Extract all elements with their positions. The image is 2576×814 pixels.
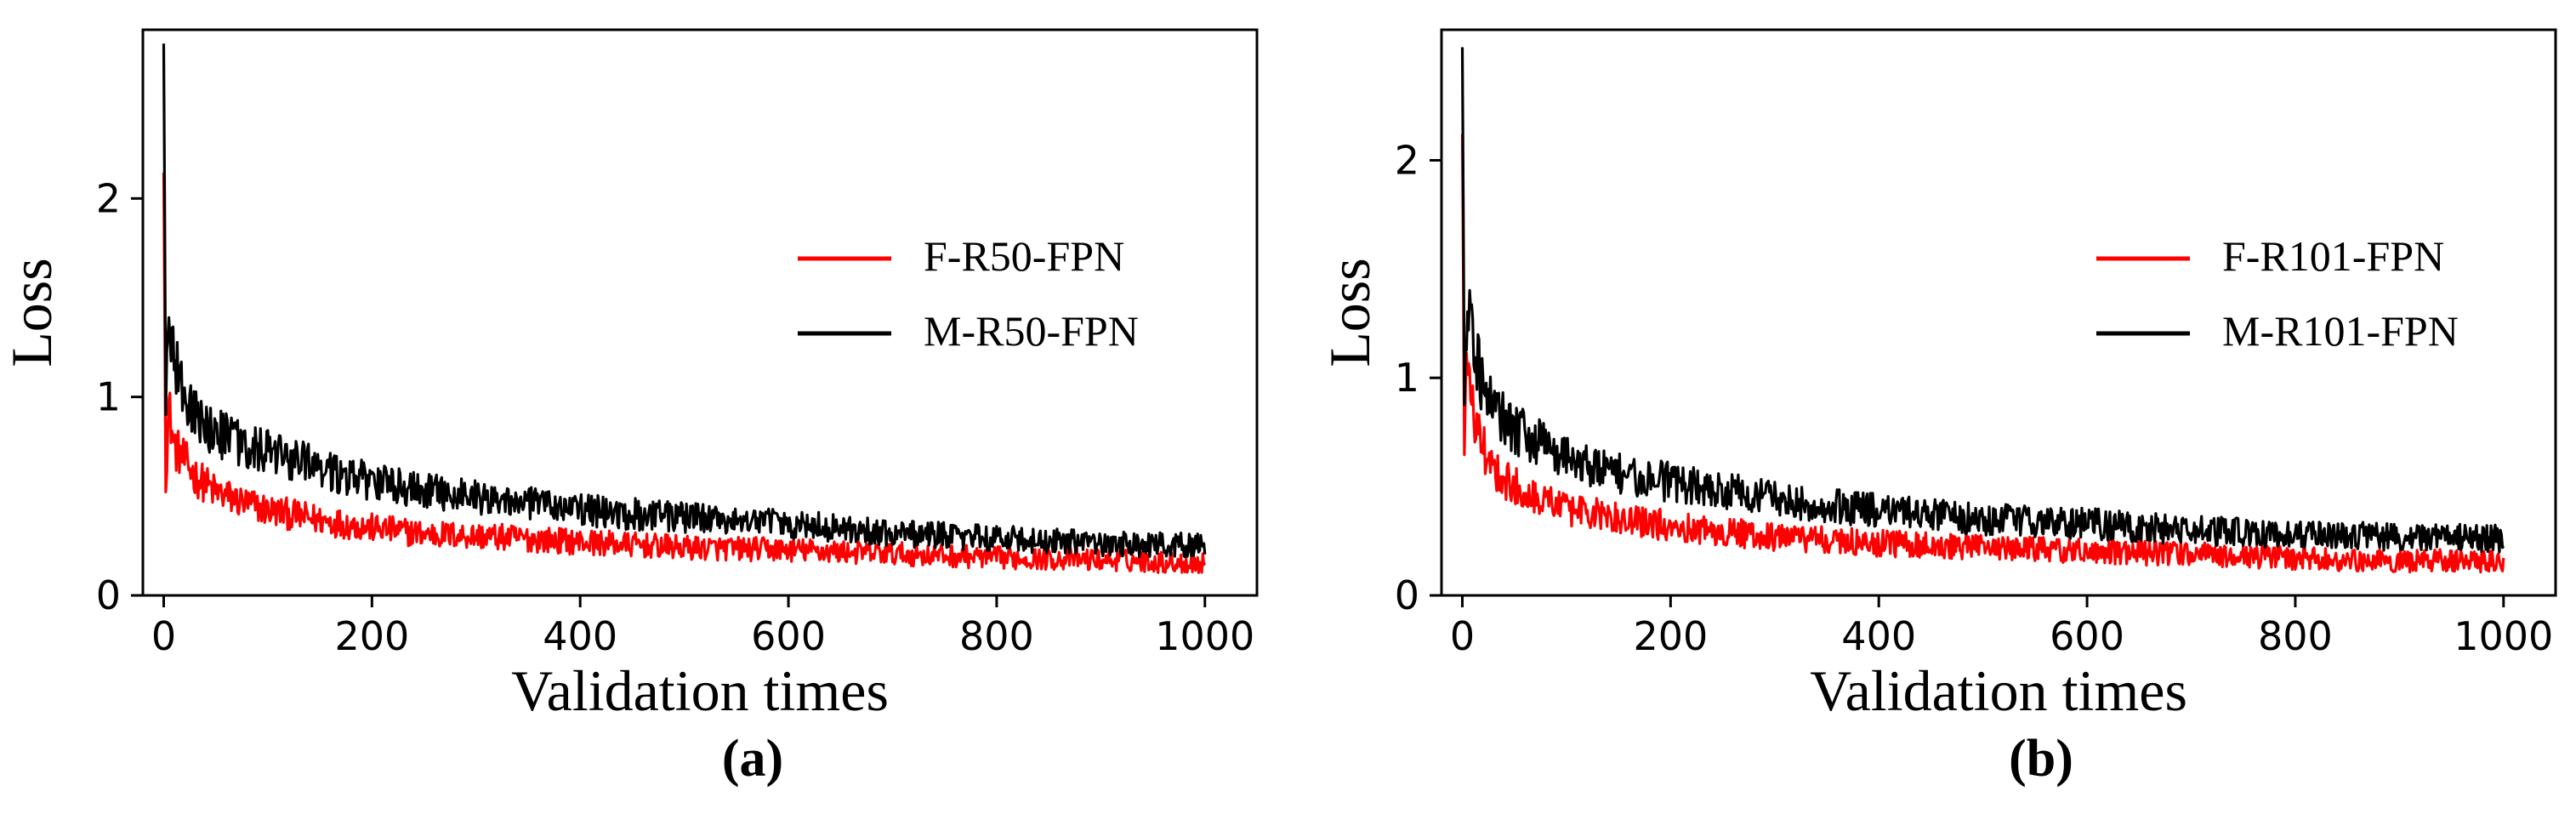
x-tick-label: 800	[959, 613, 1034, 659]
x-tick-label: 0	[1450, 613, 1475, 659]
panel-caption: (a)	[722, 730, 783, 788]
x-tick-label: 200	[334, 613, 409, 659]
y-axis-title: Loss	[1317, 258, 1382, 367]
series-line-M-R50-FPN	[162, 43, 1207, 559]
y-tick-label: 2	[96, 175, 121, 221]
x-tick-label: 1000	[2454, 613, 2553, 659]
axes-frame	[1440, 28, 2557, 597]
series-line-F-R50-FPN	[162, 172, 1207, 574]
x-tick-label: 600	[2050, 613, 2124, 659]
legend: F-R50-FPN M-R50-FPN	[798, 232, 1139, 355]
x-tick-label: 200	[1633, 613, 1708, 659]
y-tick-label: 1	[96, 374, 121, 420]
axes-frame	[141, 28, 1259, 597]
x-axis-title: Validation times	[1810, 658, 2187, 723]
y-tick-label: 2	[1395, 137, 1419, 183]
x-tick-label: 0	[151, 613, 176, 659]
series-line-M-R101-FPN	[1460, 47, 2505, 554]
x-tick-label: 400	[1841, 613, 1916, 659]
legend-label: M-R101-FPN	[2222, 307, 2459, 355]
legend-label: M-R50-FPN	[924, 307, 1139, 355]
x-tick-label: 600	[751, 613, 826, 659]
y-tick-label: 0	[96, 572, 121, 618]
y-tick-label: 1	[1395, 355, 1419, 401]
x-tick-label: 800	[2258, 613, 2333, 659]
y-axis-title: Loss	[0, 258, 64, 367]
chart-panel-1: 0 200 400 600 800 1000 0 1 2 Validation times Loss…	[0, 28, 1259, 788]
chart-panel-2: 0 200 400 600 800 1000 0 1 2 Validation times Loss…	[1317, 28, 2557, 788]
series-line-F-R101-FPN	[1460, 134, 2505, 574]
x-tick-label: 1000	[1155, 613, 1254, 659]
x-axis-title: Validation times	[511, 658, 889, 723]
panel-caption: (b)	[2009, 730, 2073, 788]
legend-label: F-R101-FPN	[2222, 232, 2444, 280]
legend: F-R101-FPN M-R101-FPN	[2096, 232, 2459, 355]
y-tick-label: 0	[1395, 572, 1419, 618]
legend-label: F-R50-FPN	[924, 232, 1124, 280]
x-tick-label: 400	[543, 613, 617, 659]
